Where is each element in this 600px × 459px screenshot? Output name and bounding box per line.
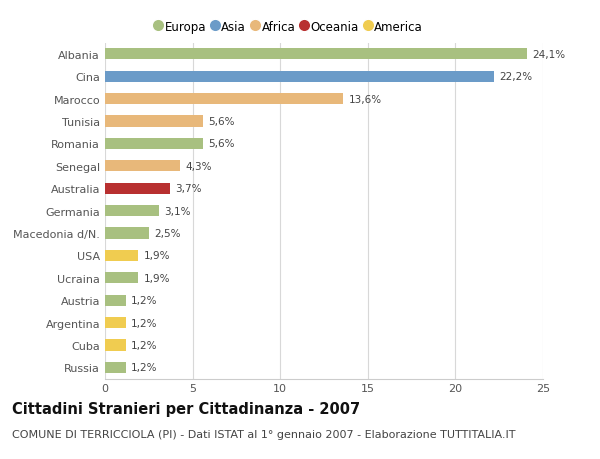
Bar [105, 116, 203, 127]
Text: 3,7%: 3,7% [175, 184, 202, 194]
Bar [105, 250, 138, 261]
Text: 1,2%: 1,2% [131, 363, 158, 373]
Text: 5,6%: 5,6% [208, 139, 235, 149]
Bar [105, 161, 181, 172]
Text: 4,3%: 4,3% [185, 162, 212, 172]
Bar [105, 72, 494, 83]
Text: COMUNE DI TERRICCIOLA (PI) - Dati ISTAT al 1° gennaio 2007 - Elaborazione TUTTIT: COMUNE DI TERRICCIOLA (PI) - Dati ISTAT … [12, 429, 515, 439]
Bar [105, 94, 343, 105]
Text: 1,2%: 1,2% [131, 296, 158, 306]
Text: 3,1%: 3,1% [164, 206, 191, 216]
Text: 22,2%: 22,2% [499, 72, 532, 82]
Bar [105, 49, 527, 60]
Bar [105, 206, 160, 217]
Bar [105, 317, 126, 329]
Bar [105, 228, 149, 239]
Text: 13,6%: 13,6% [349, 95, 382, 105]
Bar [105, 273, 138, 284]
Bar [105, 362, 126, 373]
Text: 1,2%: 1,2% [131, 318, 158, 328]
Text: 1,2%: 1,2% [131, 340, 158, 350]
Bar [105, 295, 126, 306]
Text: Cittadini Stranieri per Cittadinanza - 2007: Cittadini Stranieri per Cittadinanza - 2… [12, 402, 360, 417]
Bar [105, 139, 203, 150]
Bar [105, 183, 170, 195]
Text: 5,6%: 5,6% [208, 117, 235, 127]
Text: 1,9%: 1,9% [143, 251, 170, 261]
Text: 2,5%: 2,5% [154, 229, 181, 239]
Legend: Europa, Asia, Africa, Oceania, America: Europa, Asia, Africa, Oceania, America [151, 16, 428, 39]
Text: 1,9%: 1,9% [143, 273, 170, 283]
Bar [105, 340, 126, 351]
Text: 24,1%: 24,1% [532, 50, 566, 60]
